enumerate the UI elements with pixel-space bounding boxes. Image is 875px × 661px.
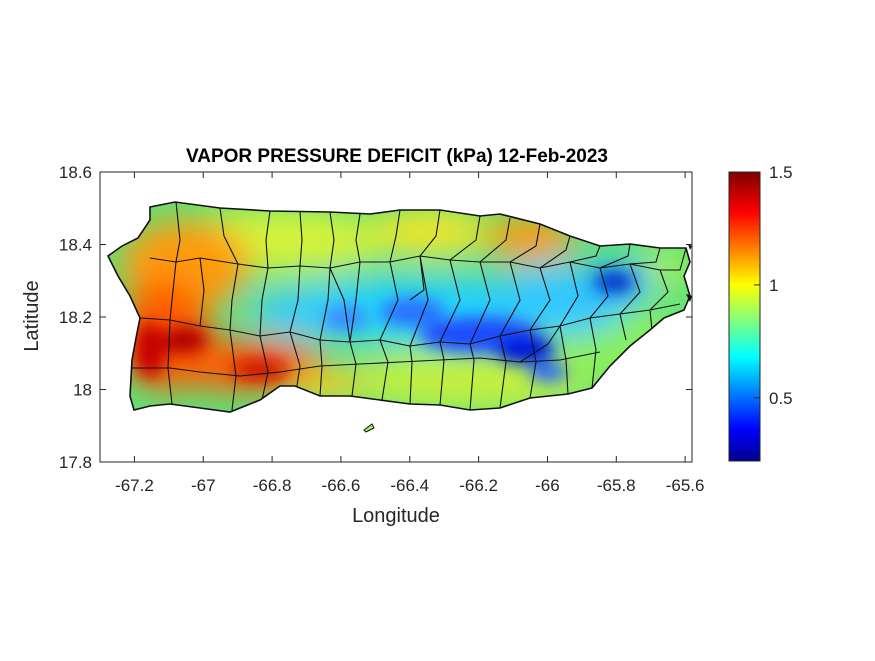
colorbar-tick-label: 0.5 <box>769 389 793 408</box>
x-tick-label: -65.6 <box>666 476 705 495</box>
islet-caja-de-muertos <box>363 423 375 433</box>
municipality-boundaries <box>132 202 687 411</box>
x-axis-label: Longitude <box>352 505 440 527</box>
colorbar-tick-label: 1 <box>769 276 778 295</box>
x-tick-label: -66.6 <box>322 476 361 495</box>
chart-title: VAPOR PRESSURE DEFICIT (kPa) 12-Feb-2023 <box>186 146 608 167</box>
y-axis-label: Latitude <box>21 280 43 351</box>
x-axis-ticks: -67.2 -67 -66.8 -66.6 -66.4 -66.2 -66 -65.8 -65.… <box>115 172 704 495</box>
y-axis-ticks: 18.6 18.4 18.2 18 17.8 <box>59 163 692 472</box>
islet-east-2 <box>686 294 692 302</box>
colorbar-tick-label: 1.5 <box>769 163 793 182</box>
x-tick-label: -65.8 <box>597 476 636 495</box>
y-tick-label: 18.4 <box>59 236 92 255</box>
x-tick-label: -66.8 <box>253 476 292 495</box>
x-tick-label: -67 <box>191 476 216 495</box>
y-tick-label: 18.6 <box>59 163 92 182</box>
y-tick-label: 18.2 <box>59 308 92 327</box>
y-tick-label: 17.8 <box>59 453 92 472</box>
y-tick-label: 18 <box>73 381 92 400</box>
islet-east-1 <box>688 244 692 250</box>
x-tick-label: -66 <box>535 476 560 495</box>
colorbar-ticks: 1.5 1 0.5 <box>754 163 793 408</box>
x-tick-label: -67.2 <box>115 476 154 495</box>
x-tick-label: -66.2 <box>459 476 498 495</box>
colorbar <box>728 171 761 462</box>
x-tick-label: -66.4 <box>390 476 429 495</box>
